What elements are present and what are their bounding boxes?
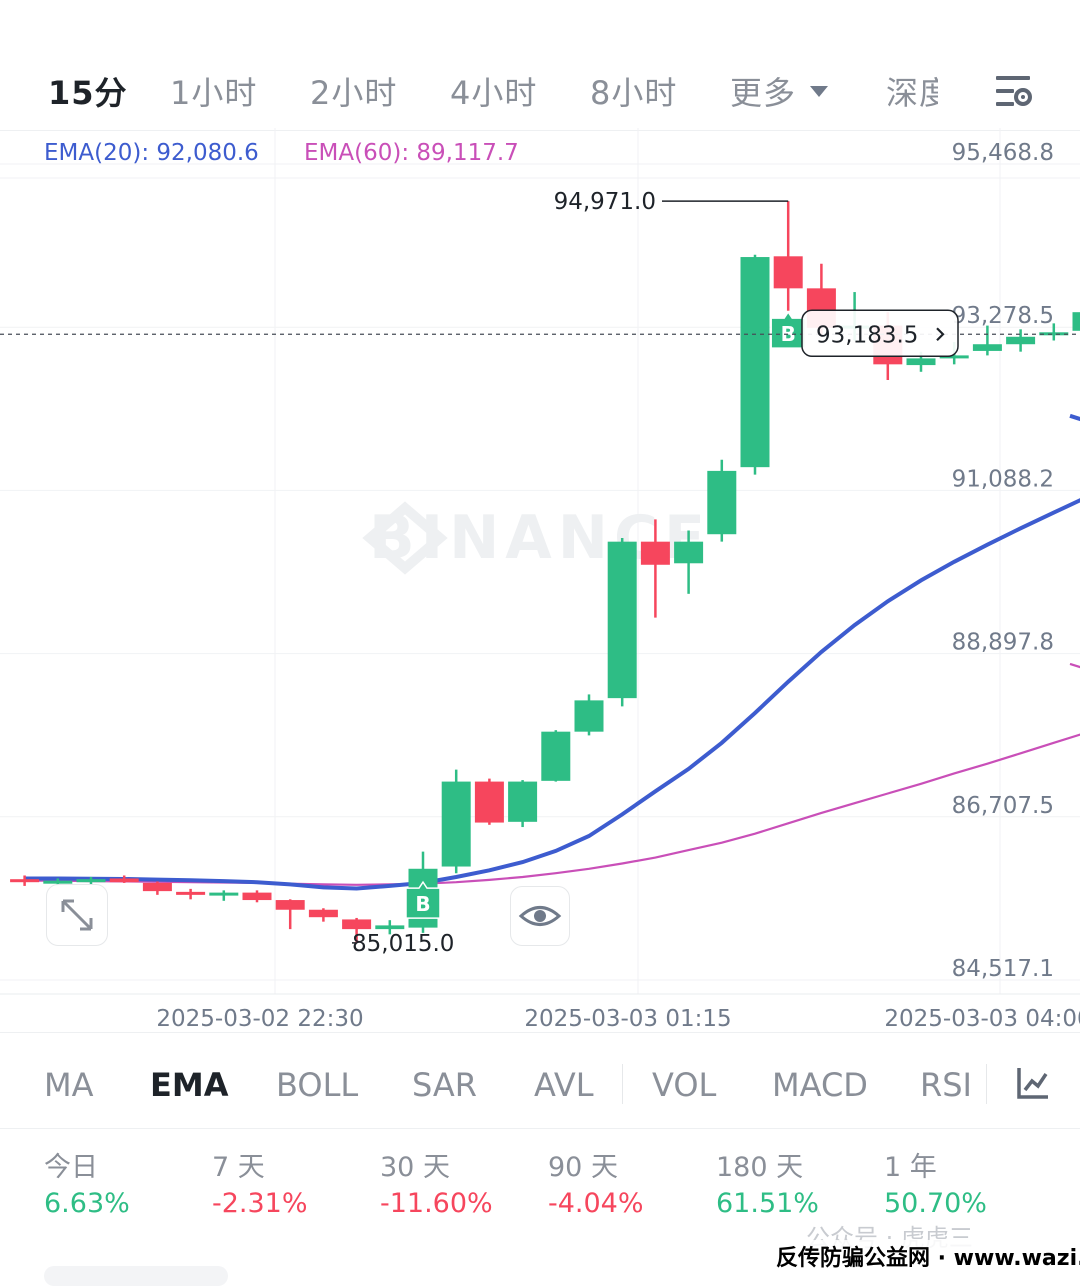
indicator-edit-icon[interactable] — [1014, 1064, 1052, 1106]
timeframe-tabs: 15分 1小时 2小时 4小时 8小时 更多 深度 — [0, 60, 1080, 120]
perf-90d: 90 天 -4.04% — [548, 1145, 644, 1219]
tab-2h[interactable]: 2小时 — [310, 68, 397, 114]
ema20-line — [25, 416, 1080, 889]
chart-settings-icon[interactable] — [994, 72, 1034, 112]
indicator-ema[interactable]: EMA — [150, 1066, 228, 1104]
candle-body — [442, 782, 471, 867]
y-axis-tick-label: 91,088.2 — [952, 466, 1054, 492]
tab-8h[interactable]: 8小时 — [590, 68, 677, 114]
candle-body — [342, 919, 371, 929]
x-axis-tick-label: 2025-03-02 22:30 — [156, 1006, 363, 1032]
candle-body — [973, 344, 1002, 351]
tab-more[interactable]: 更多 — [730, 68, 828, 114]
tab-15m[interactable]: 15分 — [48, 68, 128, 114]
indicator-ma[interactable]: MA — [44, 1066, 94, 1104]
indicator-separator — [622, 1064, 623, 1104]
perf-value: -4.04% — [548, 1188, 644, 1219]
perf-value: -11.60% — [380, 1188, 493, 1219]
chevron-down-icon — [810, 86, 828, 97]
perf-label: 1 年 — [884, 1145, 987, 1184]
fullscreen-button[interactable] — [46, 884, 108, 946]
tab-4h[interactable]: 4小时 — [450, 68, 537, 114]
perf-label: 7 天 — [212, 1145, 308, 1184]
y-axis-tick-label: 93,278.5 — [952, 303, 1054, 329]
indicator-vol[interactable]: VOL — [652, 1066, 716, 1104]
indicator-tabs: MA EMA BOLL SAR AVL VOL MACD RSI — [0, 1058, 1080, 1118]
high-price-label: 94,971.0 — [554, 189, 656, 215]
candle-body — [243, 893, 272, 900]
candle-body — [110, 878, 139, 882]
perf-value: 6.63% — [44, 1188, 130, 1219]
perf-7d: 7 天 -2.31% — [212, 1145, 308, 1219]
buy-marker-label: B — [415, 892, 430, 916]
y-axis-tick-label: 95,468.8 — [952, 140, 1054, 166]
candle-body — [375, 925, 404, 929]
candle-body — [276, 900, 305, 910]
perf-30d: 30 天 -11.60% — [380, 1145, 493, 1219]
last-price-label: 93,183.5 — [816, 322, 918, 348]
low-price-label: 85,015.0 — [352, 931, 454, 957]
candle-body — [707, 471, 736, 534]
perf-value: -2.31% — [212, 1188, 308, 1219]
perf-180d: 180 天 61.51% — [716, 1145, 819, 1219]
perf-label: 90 天 — [548, 1145, 644, 1184]
bottom-handle — [44, 1266, 228, 1286]
perf-1y: 1 年 50.70% — [884, 1145, 987, 1219]
chart-bottom-divider — [0, 1032, 1080, 1033]
indicator-macd[interactable]: MACD — [772, 1066, 868, 1104]
tab-depth[interactable]: 深度 — [886, 68, 938, 114]
candle-body — [475, 782, 504, 823]
tab-more-label: 更多 — [730, 74, 796, 112]
candle-body — [575, 700, 604, 731]
indicator-sar[interactable]: SAR — [412, 1066, 477, 1104]
candle-body — [1006, 337, 1035, 344]
candle-body — [641, 542, 670, 565]
eye-icon — [511, 887, 569, 945]
candle-body — [608, 542, 637, 698]
y-axis-tick-label: 86,707.5 — [952, 793, 1054, 819]
site-watermark: 反传防骗公益网 · www.wazi.cc — [776, 1240, 1080, 1272]
indicator-rsi[interactable]: RSI — [920, 1066, 972, 1104]
tab-1h[interactable]: 1小时 — [170, 68, 257, 114]
candle-body — [10, 879, 39, 882]
y-axis-tick-label: 88,897.8 — [952, 630, 1054, 656]
visibility-button[interactable] — [510, 886, 570, 946]
y-axis-tick-label: 84,517.1 — [952, 956, 1054, 982]
perf-value: 61.51% — [716, 1188, 819, 1219]
perf-label: 180 天 — [716, 1145, 819, 1184]
candle-body — [541, 732, 570, 781]
candle-body — [176, 892, 205, 895]
candle-body — [508, 782, 537, 822]
indicator-separator — [986, 1064, 987, 1104]
candle-body — [741, 257, 770, 467]
candle-body — [674, 542, 703, 564]
x-axis-tick-label: 2025-03-03 04:00 — [884, 1006, 1080, 1032]
x-axis-tick-label: 2025-03-03 01:15 — [524, 1006, 731, 1032]
perf-label: 30 天 — [380, 1145, 493, 1184]
candle-body — [77, 879, 106, 882]
candle-body — [1073, 312, 1080, 331]
candle-body — [907, 358, 936, 365]
expand-icon — [47, 885, 107, 945]
perf-today: 今日 6.63% — [44, 1145, 130, 1219]
perf-value: 50.70% — [884, 1188, 987, 1219]
indicator-boll[interactable]: BOLL — [276, 1066, 358, 1104]
perf-label: 今日 — [44, 1145, 130, 1184]
candle-body — [774, 256, 803, 288]
indicator-divider — [0, 1128, 1080, 1129]
candle-body — [209, 893, 238, 896]
candle-body — [309, 910, 338, 917]
indicator-avl[interactable]: AVL — [534, 1066, 594, 1104]
candle-body — [143, 883, 172, 891]
